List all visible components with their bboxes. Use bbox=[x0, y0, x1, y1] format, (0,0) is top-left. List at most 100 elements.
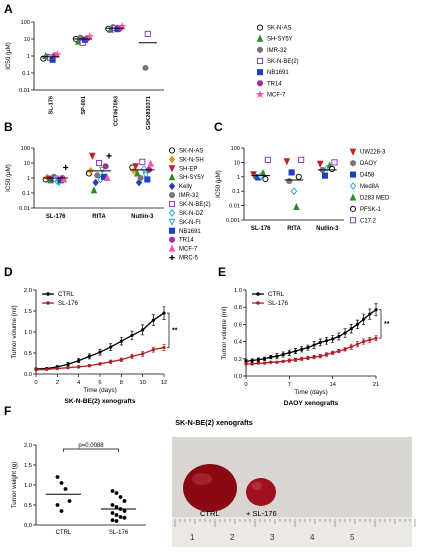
legend-marker-sk-n-fi bbox=[168, 218, 176, 226]
legend-marker-c17-2 bbox=[349, 217, 357, 224]
ruler-number-2: 2 bbox=[230, 533, 235, 542]
sl176-tumor-highlight bbox=[252, 482, 262, 490]
data-point-ctrl bbox=[109, 345, 113, 349]
legend-marker-sl-176 bbox=[256, 301, 260, 305]
data-point-ctrl bbox=[269, 355, 273, 359]
data-point-ctrl bbox=[355, 322, 360, 326]
legend-marker-sk-n-be-2 bbox=[168, 200, 176, 208]
legend-label-mcf-7: MCF-7 bbox=[267, 92, 286, 98]
legend-label-sk-n-sh: SK-N-SH bbox=[179, 157, 204, 163]
data-point-sl-176 bbox=[162, 345, 166, 350]
legend-marker-sk-n-as bbox=[256, 24, 264, 31]
data-point-sh-ep bbox=[89, 152, 96, 160]
legend-label-sk-n-fi: SK-N-FI bbox=[179, 220, 201, 226]
data-point-ctrl bbox=[66, 362, 70, 366]
x-tick-label: 12 bbox=[161, 380, 167, 386]
legend-marker-sh-sy5y bbox=[256, 34, 264, 42]
ruler-number-1: 1 bbox=[190, 533, 195, 542]
data-point-sl-176 bbox=[55, 366, 59, 371]
data-point-sl-176 bbox=[262, 361, 267, 365]
panel-letter-c: C bbox=[214, 120, 223, 134]
data-point-sl-176 bbox=[355, 342, 360, 346]
chart-title: SK-N-BE(2) xenografts bbox=[175, 418, 252, 427]
ctrl-tumor-highlight bbox=[192, 473, 212, 485]
data-point-ctrl bbox=[59, 509, 64, 513]
x-tick-label: CTRL bbox=[56, 530, 72, 536]
data-point-ctrl bbox=[368, 312, 372, 316]
legend-marker-nb1691 bbox=[168, 227, 176, 234]
data-point-ctrl bbox=[331, 337, 335, 341]
legend-marker-nb1691 bbox=[256, 69, 264, 76]
x-tick-label: RITA bbox=[287, 226, 301, 232]
data-point-ctrl bbox=[141, 328, 145, 332]
y-tick-label: 0.5 bbox=[24, 503, 32, 509]
y-tick-label: 1.5 bbox=[24, 309, 32, 315]
series-line-sl-176 bbox=[246, 337, 377, 365]
data-point-ctrl bbox=[343, 331, 347, 335]
legend-marker-sh-sy5y bbox=[168, 173, 176, 181]
legend-label-ctrl: CTRL bbox=[268, 291, 285, 298]
y-tick-label: 0.001 bbox=[226, 218, 240, 224]
legend-label-c17-2: C17.2 bbox=[360, 218, 377, 224]
data-point-sl-176 bbox=[374, 336, 378, 340]
data-point-d458 bbox=[288, 169, 295, 176]
legend-marker-d458 bbox=[349, 171, 357, 178]
legend-marker-mcf-7 bbox=[255, 89, 265, 99]
data-point-sl-176 bbox=[114, 505, 119, 509]
data-point-c17-2 bbox=[331, 159, 338, 166]
y-tick-label: 2.0 bbox=[24, 443, 32, 449]
legend-label-ctrl: CTRL bbox=[58, 291, 75, 298]
data-point-nb1691 bbox=[144, 176, 151, 183]
legend-marker-d283-med bbox=[349, 193, 357, 201]
data-point-sl-176 bbox=[368, 338, 372, 342]
data-point-c17-2 bbox=[264, 156, 271, 163]
data-point-ctrl bbox=[300, 347, 304, 351]
x-tick-label: 10 bbox=[139, 380, 145, 386]
legend-marker-ctrl bbox=[256, 292, 260, 296]
legend-label-sl-176: SL-176 bbox=[58, 300, 79, 307]
y-tick-label: 1.0 bbox=[234, 288, 242, 294]
data-point-imr-32 bbox=[142, 64, 149, 71]
legend-label-tr14: TR14 bbox=[179, 238, 194, 244]
x-tick-label: CCT067093 bbox=[113, 96, 119, 126]
panel-d-chart: 0.0 0.5 1.0 1.5 2.0 0 2 4 6 8 10 12 Time (days) SK-N-… bbox=[11, 288, 178, 405]
data-point-ctrl bbox=[77, 358, 81, 363]
photo-ruler bbox=[172, 517, 412, 547]
x-tick-label: GSK2830371 bbox=[146, 96, 152, 130]
data-point-sl-176 bbox=[275, 360, 279, 364]
data-point-tr14 bbox=[102, 163, 109, 170]
data-point-sk-n-fi bbox=[99, 166, 106, 174]
data-point-d283-med bbox=[259, 169, 267, 177]
y-tick-label: 0.1 bbox=[232, 189, 240, 195]
data-point-sk-n-dz bbox=[140, 165, 148, 173]
data-point-sl-176 bbox=[300, 357, 304, 361]
data-point-sl-176 bbox=[118, 495, 123, 499]
x-tick-label: SL-176 bbox=[251, 226, 271, 232]
panel-a-chart: 0.01 0.1 1 10 100 IC50 (μM) SL-176 SP-001 CCT067… bbox=[5, 20, 299, 130]
data-point-ctrl bbox=[275, 354, 279, 358]
data-point-ctrl bbox=[55, 475, 60, 479]
legend-label-med8a: Med8A bbox=[360, 184, 379, 190]
data-point-ctrl bbox=[130, 333, 134, 337]
significance-label: ** bbox=[172, 327, 178, 334]
significance-bracket bbox=[379, 309, 382, 339]
y-tick-label: 100 bbox=[21, 20, 30, 26]
legend-label-mrc-5: MRC-5 bbox=[179, 256, 199, 262]
data-point-pfsk-1 bbox=[262, 175, 269, 183]
legend-label-imr-32: IMR-32 bbox=[179, 193, 199, 199]
panel-letter-d: D bbox=[4, 265, 13, 279]
x-tick-label: 6 bbox=[98, 380, 101, 386]
data-point-sl-176 bbox=[122, 509, 127, 513]
legend-marker-sk-n-sh bbox=[168, 155, 176, 164]
legend-marker-mrc-5 bbox=[169, 254, 175, 261]
data-point-sk-n-be-2 bbox=[139, 158, 146, 165]
data-point-sl-176 bbox=[306, 356, 310, 360]
data-point-mcf-7 bbox=[117, 21, 127, 31]
data-point-sh-sy5y bbox=[134, 169, 141, 177]
data-point-mcf-7 bbox=[60, 175, 68, 183]
y-tick-label: 2.0 bbox=[24, 288, 32, 294]
legend-marker-med8a bbox=[349, 182, 357, 190]
data-point-sl-176 bbox=[312, 355, 316, 359]
legend-label-d458: D458 bbox=[360, 173, 375, 179]
